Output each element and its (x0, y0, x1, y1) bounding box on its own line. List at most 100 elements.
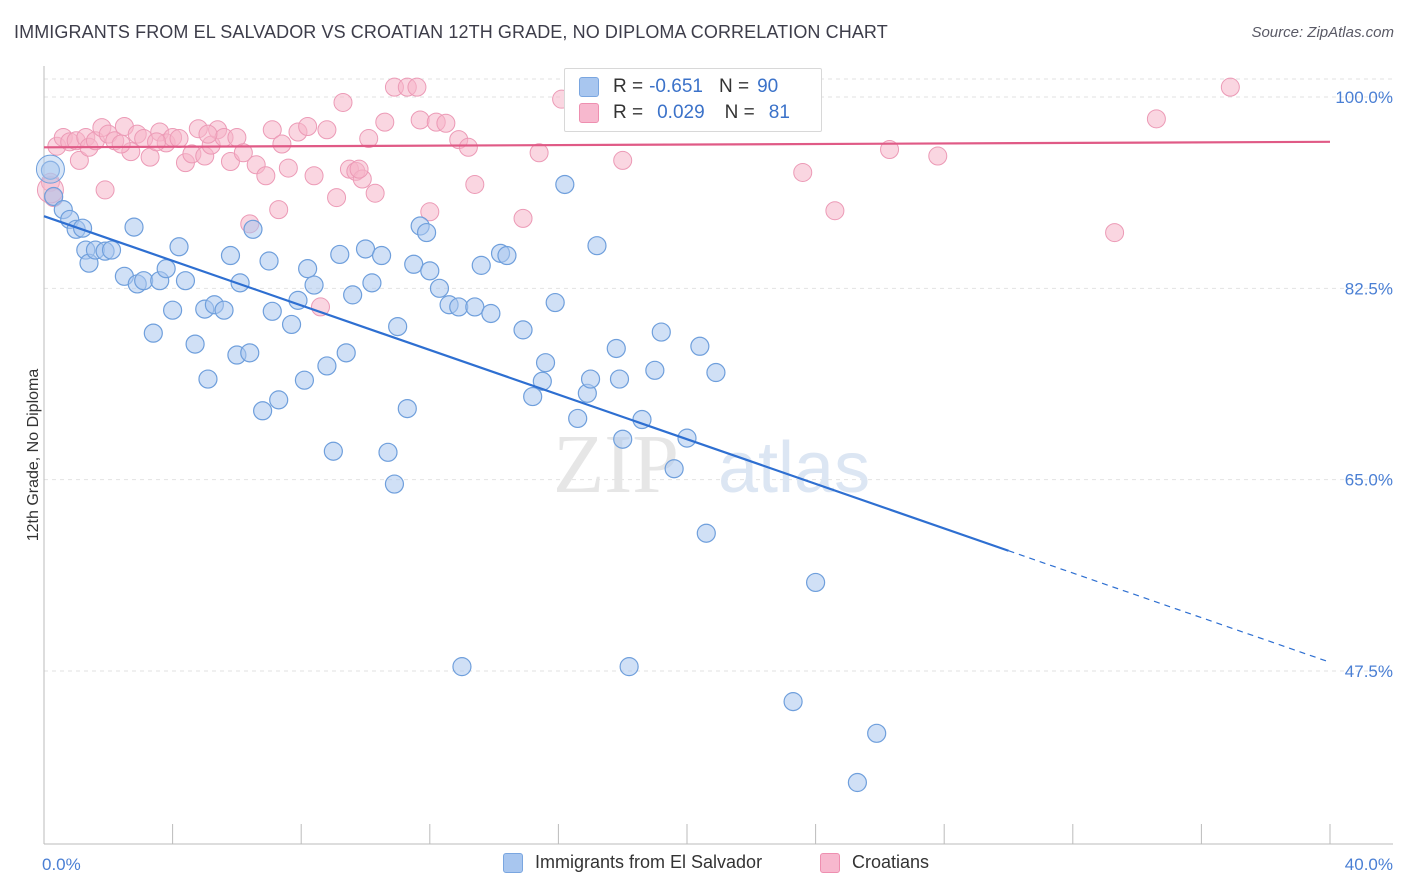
el-salvador-point (134, 271, 154, 291)
y-axis-label: 12th Grade, No Diploma (25, 369, 42, 542)
watermark-zip: ZIP (553, 418, 679, 511)
el-salvador-point (587, 236, 607, 256)
el-salvador-point (397, 399, 417, 419)
watermark: ZIP atlas (553, 418, 870, 511)
legend-r-value: -0.651 (649, 76, 703, 97)
legend-n-value: 90 (757, 76, 779, 97)
el-salvador-point (175, 271, 196, 291)
croatians-point (793, 162, 813, 182)
bottom-legend-el-salvador: Immigrants from El Salvador (503, 852, 762, 873)
el-salvador-point (449, 297, 469, 317)
el-salvador-point (523, 386, 543, 407)
el-salvador-point (568, 408, 588, 429)
el-salvador-point (298, 259, 318, 279)
el-salvador-point (545, 292, 565, 313)
el-salvador-point (253, 401, 273, 421)
legend-swatch-blue (579, 77, 599, 97)
el-salvador-point (867, 723, 887, 743)
croatians-point (278, 158, 298, 178)
x-tick-label-max: 40.0% (1345, 855, 1393, 874)
el-salvador-point (847, 772, 867, 793)
legend-r-label: R = (613, 76, 644, 97)
el-salvador-point (535, 353, 556, 373)
el-salvador-point (452, 657, 472, 677)
el-salvador-point (513, 320, 533, 340)
croatians-point (111, 134, 131, 154)
el-salvador-point (198, 369, 218, 389)
el-salvador-point (696, 523, 716, 543)
bottom-legend-swatch-blue (503, 852, 523, 873)
el-salvador-point (294, 370, 315, 390)
croatians-point (825, 201, 845, 221)
bottom-legend-croatians: Croatians (820, 852, 929, 873)
el-salvador-point (384, 474, 405, 494)
croatians-point (317, 120, 337, 140)
el-salvador-point (355, 239, 376, 259)
el-salvador-point (269, 390, 289, 410)
croatians-point (407, 77, 427, 97)
croatians-point (365, 183, 385, 203)
croatians-point (304, 166, 324, 186)
el-salvador-point (465, 297, 485, 317)
el-salvador-point (281, 314, 302, 335)
el-salvador-point (163, 300, 183, 320)
el-salvador-point (101, 240, 122, 260)
croatians-point (375, 112, 395, 132)
croatians-point (256, 166, 276, 186)
croatians-point (458, 137, 478, 157)
watermark-atlas: atlas (718, 428, 870, 508)
el-salvador-point (343, 285, 363, 305)
y-tick-label: 100.0% (1335, 88, 1393, 107)
el-salvador-point (651, 322, 671, 342)
el-salvador-point (613, 429, 633, 449)
el-salvador-point (40, 160, 61, 180)
el-salvador-point (555, 174, 575, 195)
croatians-point (513, 208, 533, 228)
el-salvador-point (230, 273, 250, 293)
el-salvador-point (169, 237, 189, 257)
el-salvador-point (336, 343, 356, 363)
el-salvador-point (262, 301, 282, 321)
chart-title: IMMIGRANTS FROM EL SALVADOR VS CROATIAN … (14, 22, 888, 42)
source-credit: Source: ZipAtlas.com (1251, 24, 1394, 41)
el-salvador-point (532, 371, 552, 391)
croatians-point (1105, 223, 1125, 243)
el-salvador-point (317, 356, 337, 376)
el-salvador-point (416, 222, 437, 243)
croatians-trend-line (43, 140, 1331, 149)
el-salvador-point (481, 303, 501, 324)
trend-lines (43, 140, 1331, 663)
croatians-point (613, 150, 633, 170)
croatians-point (465, 174, 485, 194)
croatians-point (272, 134, 292, 154)
axes (43, 66, 1393, 845)
el-salvador-point (304, 275, 324, 295)
bottom-legend-label: Croatians (852, 852, 930, 872)
croatians-point (147, 132, 167, 152)
stats-legend: R = -0.651 N = 90 R = 0.029 N = 81 (564, 68, 822, 132)
croatians-point (1220, 77, 1240, 97)
croatians-point (880, 139, 900, 159)
legend-r-value: 0.029 (657, 102, 705, 123)
el-salvador-point (240, 343, 260, 363)
y-tick-label: 47.5% (1345, 662, 1393, 681)
croatians-point (327, 188, 347, 208)
legend-row-croatians: R = 0.029 N = 81 (579, 101, 790, 125)
croatians-point (410, 110, 430, 130)
el-salvador-point-large (35, 154, 65, 184)
el-salvador-point (690, 336, 710, 356)
el-salvador-point (124, 217, 144, 237)
el-salvador-point (220, 245, 241, 266)
el-salvador-point (214, 300, 234, 320)
legend-row-el-salvador: R = -0.651 N = 90 (579, 75, 778, 99)
el-salvador-point (371, 245, 392, 266)
el-salvador-point (143, 323, 163, 343)
el-salvador-point (805, 572, 826, 593)
legend-n-label: N = (718, 76, 750, 97)
el-salvador-point (388, 317, 408, 337)
croatians-point (359, 129, 379, 149)
croatians-point (269, 200, 289, 220)
el-salvador-point (323, 441, 343, 461)
el-salvador-point (259, 251, 279, 271)
legend-r-label: R = (613, 102, 644, 123)
